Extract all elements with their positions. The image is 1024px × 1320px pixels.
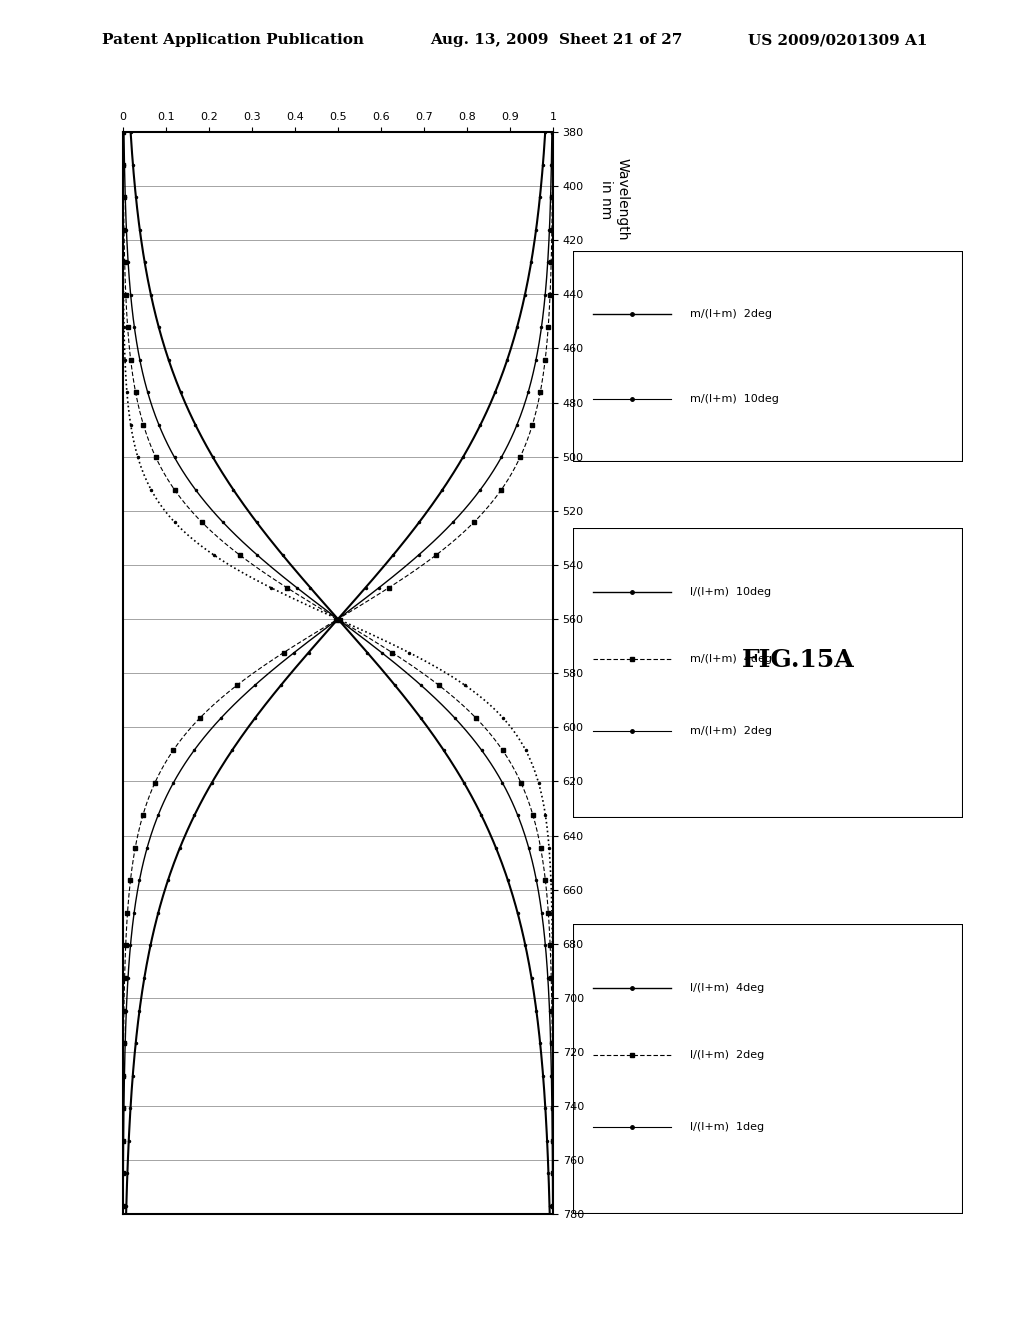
Text: l/(l+m)  1deg: l/(l+m) 1deg: [690, 1122, 764, 1133]
m/(l+m) 2deg: [152, 768, 164, 784]
l/(l+m) 4deg: [547, 1180, 559, 1196]
Line: m/(l+m) 2deg: m/(l+m) 2deg: [123, 132, 553, 1214]
Text: Wavelength
in nm: Wavelength in nm: [599, 158, 630, 242]
m/(l+m) 10deg: [120, 1206, 132, 1222]
l/(l+m) 2deg: [117, 124, 129, 140]
l/(l+m) 4deg: [376, 644, 388, 660]
l/(l+m) 1deg: [497, 710, 509, 726]
l/(l+m) 4deg: [493, 768, 505, 784]
Line: m/(l+m) 4deg: m/(l+m) 4deg: [123, 132, 552, 1214]
m/(l+m) 4deg: [117, 1180, 129, 1196]
m/(l+m) 2deg: [194, 710, 206, 726]
l/(l+m) 1deg: [530, 768, 543, 784]
m/(l+m) 4deg: [120, 1011, 132, 1027]
m/(l+m) 2deg: [278, 644, 290, 660]
l/(l+m) 2deg: [547, 1180, 559, 1196]
Line: l/(l+m) 2deg: l/(l+m) 2deg: [123, 132, 553, 1214]
l/(l+m) 4deg: [368, 638, 380, 653]
l/(l+m) 10deg: [125, 124, 137, 140]
Line: l/(l+m) 10deg: l/(l+m) 10deg: [131, 132, 550, 1214]
l/(l+m) 10deg: [415, 710, 427, 726]
Text: l/(l+m)  2deg: l/(l+m) 2deg: [690, 1049, 765, 1060]
l/(l+m) 10deg: [544, 1206, 556, 1222]
l/(l+m) 2deg: [547, 1206, 559, 1222]
l/(l+m) 4deg: [547, 1206, 559, 1222]
m/(l+m) 2deg: [547, 124, 559, 140]
m/(l+m) 10deg: [308, 638, 321, 653]
l/(l+m) 4deg: [544, 1011, 556, 1027]
Text: FIG.15A: FIG.15A: [742, 648, 855, 672]
l/(l+m) 1deg: [390, 638, 402, 653]
Text: m/(l+m)  2deg: m/(l+m) 2deg: [690, 726, 772, 737]
l/(l+m) 2deg: [470, 710, 482, 726]
m/(l+m) 4deg: [546, 124, 558, 140]
m/(l+m) 2deg: [117, 1206, 129, 1222]
l/(l+m) 10deg: [355, 638, 368, 653]
l/(l+m) 1deg: [117, 124, 129, 140]
m/(l+m) 4deg: [117, 1206, 129, 1222]
Text: Aug. 13, 2009  Sheet 21 of 27: Aug. 13, 2009 Sheet 21 of 27: [430, 33, 682, 48]
m/(l+m) 4deg: [288, 644, 300, 660]
m/(l+m) 4deg: [171, 768, 183, 784]
l/(l+m) 2deg: [386, 644, 398, 660]
Line: l/(l+m) 4deg: l/(l+m) 4deg: [124, 132, 553, 1214]
l/(l+m) 1deg: [547, 1206, 559, 1222]
Line: l/(l+m) 1deg: l/(l+m) 1deg: [123, 132, 553, 1214]
l/(l+m) 4deg: [449, 710, 461, 726]
Text: m/(l+m)  10deg: m/(l+m) 10deg: [690, 393, 779, 404]
m/(l+m) 10deg: [539, 124, 551, 140]
m/(l+m) 10deg: [132, 1011, 144, 1027]
Text: m/(l+m)  2deg: m/(l+m) 2deg: [690, 309, 772, 319]
l/(l+m) 10deg: [361, 644, 374, 660]
m/(l+m) 2deg: [117, 1180, 129, 1196]
Line: m/(l+m) 10deg: m/(l+m) 10deg: [126, 132, 545, 1214]
m/(l+m) 2deg: [118, 1011, 130, 1027]
Text: l/(l+m)  10deg: l/(l+m) 10deg: [690, 587, 771, 597]
m/(l+m) 10deg: [302, 644, 314, 660]
m/(l+m) 10deg: [249, 710, 261, 726]
l/(l+m) 2deg: [376, 638, 388, 653]
l/(l+m) 10deg: [543, 1180, 555, 1196]
Text: Patent Application Publication: Patent Application Publication: [102, 33, 365, 48]
m/(l+m) 4deg: [296, 638, 308, 653]
l/(l+m) 2deg: [512, 768, 524, 784]
Text: m/(l+m)  4deg: m/(l+m) 4deg: [690, 653, 772, 664]
m/(l+m) 2deg: [288, 638, 300, 653]
m/(l+m) 4deg: [215, 710, 227, 726]
l/(l+m) 1deg: [547, 1011, 559, 1027]
l/(l+m) 4deg: [118, 124, 130, 140]
m/(l+m) 10deg: [210, 768, 222, 784]
l/(l+m) 2deg: [546, 1011, 558, 1027]
Text: l/(l+m)  4deg: l/(l+m) 4deg: [690, 983, 765, 993]
l/(l+m) 10deg: [531, 1011, 544, 1027]
m/(l+m) 10deg: [121, 1180, 133, 1196]
l/(l+m) 1deg: [403, 644, 416, 660]
Text: US 2009/0201309 A1: US 2009/0201309 A1: [748, 33, 927, 48]
l/(l+m) 10deg: [454, 768, 466, 784]
l/(l+m) 1deg: [547, 1180, 559, 1196]
